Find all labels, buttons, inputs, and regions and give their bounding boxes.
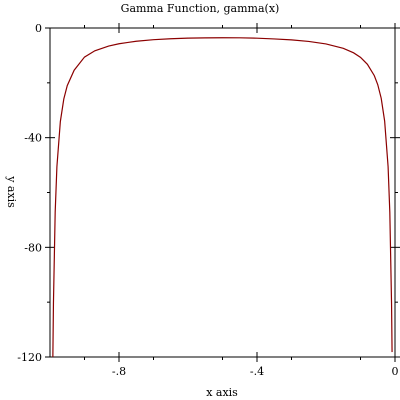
- x-tick-label: -.8: [112, 365, 126, 378]
- y-tick-label: -120: [17, 351, 42, 364]
- y-tick-label: -40: [24, 132, 42, 145]
- x-axis-label: x axis: [206, 386, 238, 399]
- gamma-curve: [52, 37, 393, 358]
- x-tick-label: -.4: [250, 365, 264, 378]
- tick-marks: [45, 23, 400, 362]
- y-axis-label: y axis: [5, 175, 18, 208]
- plot-frame: [49, 27, 396, 358]
- y-tick-label: 0: [35, 22, 42, 35]
- tick-labels: -.8 -.4 0 0 -40 -80 -120: [17, 22, 398, 378]
- y-tick-label: -80: [24, 241, 42, 254]
- x-tick-label: 0: [392, 365, 399, 378]
- chart-title: Gamma Function, gamma(x): [121, 2, 280, 15]
